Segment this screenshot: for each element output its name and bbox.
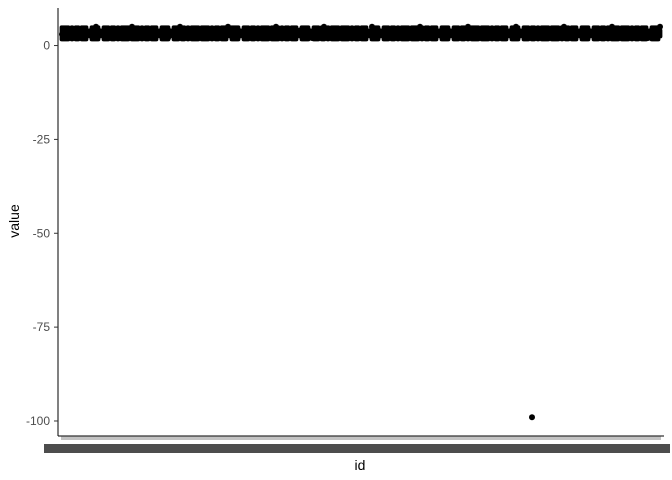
data-point — [417, 23, 423, 30]
data-point — [441, 27, 447, 34]
data-point — [69, 27, 75, 34]
y-tick-label: 0 — [43, 39, 50, 53]
data-point — [153, 31, 159, 38]
data-point — [117, 35, 123, 42]
data-point — [549, 35, 555, 42]
data-point — [213, 35, 219, 42]
y-axis: 0 -25 -50 -75 -100 — [26, 8, 59, 436]
data-point — [477, 31, 483, 38]
y-tick-label: -75 — [33, 320, 51, 334]
data-point — [165, 35, 171, 42]
data-point — [249, 27, 255, 34]
data-point — [297, 27, 303, 34]
data-point — [465, 23, 471, 30]
data-point — [573, 31, 579, 38]
x-axis — [44, 435, 670, 453]
data-point — [141, 27, 147, 34]
data-point — [621, 31, 627, 38]
data-point — [285, 31, 291, 38]
data-point — [105, 31, 111, 38]
y-axis-title: value — [6, 204, 22, 238]
data-point — [273, 23, 279, 30]
data-point — [429, 31, 435, 38]
data-point — [405, 35, 411, 42]
outlier-point — [529, 414, 535, 421]
data-point — [453, 35, 459, 42]
data-point — [393, 27, 399, 34]
data-points — [59, 23, 663, 421]
data-point — [489, 27, 495, 34]
y-tick-label: -50 — [33, 226, 51, 240]
y-tick-label: -100 — [26, 414, 50, 428]
data-point — [561, 23, 567, 30]
data-point — [93, 23, 99, 30]
data-point — [201, 27, 207, 34]
data-point — [645, 35, 651, 42]
data-point — [525, 31, 531, 38]
data-point — [189, 31, 195, 38]
x-axis-title: id — [355, 457, 366, 473]
data-point — [597, 35, 603, 42]
data-point — [585, 27, 591, 34]
data-point — [609, 23, 615, 30]
data-point — [501, 35, 507, 42]
data-point — [381, 31, 387, 38]
data-point — [657, 23, 663, 30]
data-point — [357, 35, 363, 42]
data-point — [225, 23, 231, 30]
data-point — [261, 35, 267, 42]
data-point — [237, 31, 243, 38]
data-point — [345, 27, 351, 34]
data-point — [59, 31, 65, 38]
data-point — [309, 35, 315, 42]
data-point — [129, 23, 135, 30]
data-point — [633, 27, 639, 34]
data-point — [177, 23, 183, 30]
y-tick-label: -25 — [33, 132, 51, 146]
data-point — [333, 31, 339, 38]
data-point — [81, 35, 87, 42]
data-point — [369, 23, 375, 30]
data-point — [513, 23, 519, 30]
data-point — [321, 23, 327, 30]
x-tick-labels-overlap — [44, 444, 670, 453]
band-point-column — [657, 28, 663, 39]
data-point — [537, 27, 543, 34]
